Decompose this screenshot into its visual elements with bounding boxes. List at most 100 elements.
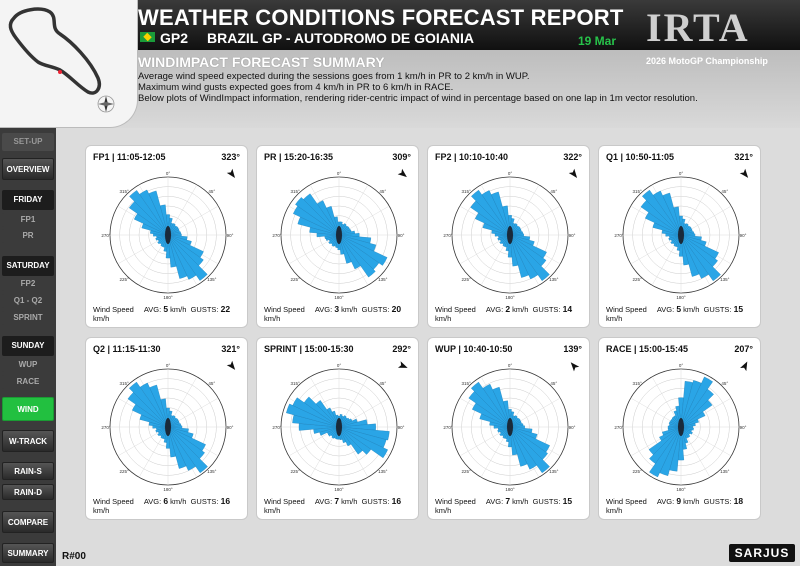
wind-rose-chart: 0° 45° 90° 135° 180° 225° 270° 315°	[443, 171, 575, 300]
rose-petal	[159, 204, 169, 236]
sidebar-item-race[interactable]: RACE	[2, 375, 54, 389]
compass-label: 45°	[208, 381, 215, 386]
rose-petal	[165, 426, 171, 449]
report-id: R#00	[62, 551, 86, 562]
rose-petal	[165, 234, 171, 259]
sidebar-item-fp1[interactable]: FP1	[2, 213, 54, 227]
sidebar-item-q1-q2[interactable]: Q1 - Q2	[2, 294, 54, 308]
sidebar-item-w-track[interactable]: W-TRACK	[2, 430, 54, 452]
compass-label: 270°	[101, 233, 111, 238]
rose-petal	[649, 426, 682, 464]
rose-petal	[338, 234, 352, 264]
wind-arrow-icon	[397, 168, 407, 178]
gusts-value: 22	[220, 304, 231, 314]
compass-label: 135°	[549, 277, 559, 282]
compass-label: 90°	[398, 425, 405, 430]
compass-label: 0°	[679, 363, 684, 368]
compass-label: 180°	[163, 295, 173, 300]
compass-label: 180°	[334, 487, 344, 492]
compass-label: 270°	[272, 233, 282, 238]
irta-logo: IRTA	[646, 5, 750, 50]
sidebar-item-wind[interactable]: WIND	[2, 397, 54, 421]
wind-speed-footer: Wind Speed AVG: 5 km/h GUSTS: 15 km/h	[606, 304, 760, 323]
sidebar-item-friday[interactable]: FRIDAY	[2, 190, 54, 210]
sidebar-item-rain-d[interactable]: RAIN-D	[2, 484, 54, 500]
rose-petal	[292, 397, 340, 428]
compass-label: 315°	[291, 381, 301, 386]
rose-petal	[492, 386, 511, 428]
rose-petal	[338, 234, 376, 278]
unit-label: km/h	[512, 305, 529, 314]
rose-petal	[167, 426, 196, 471]
rider-icon	[336, 226, 342, 244]
unit-label: km/h	[341, 497, 358, 506]
panel-title: RACE | 15:00-15:45	[606, 344, 689, 354]
compass-label: 135°	[549, 469, 559, 474]
rose-petal	[502, 205, 511, 236]
compass-label: 270°	[101, 425, 111, 430]
wind-speed-footer: Wind Speed AVG: 2 km/h GUSTS: 14 km/h	[435, 304, 589, 323]
gusts-label: GUSTS:	[190, 497, 219, 506]
rose-petal	[641, 189, 682, 236]
avg-label: AVG:	[314, 497, 333, 506]
compass-label: 315°	[291, 189, 301, 194]
gusts-label: GUSTS:	[532, 305, 561, 314]
rose-petal	[167, 234, 208, 281]
sidebar-item-set-up[interactable]: SET-UP	[2, 133, 54, 151]
report-title: WEATHER CONDITIONS FORECAST REPORT	[138, 5, 624, 30]
compass-label: 135°	[720, 469, 730, 474]
compass-label: 135°	[378, 469, 388, 474]
wind-direction-value: 207°	[734, 344, 753, 354]
wind-speed-footer: Wind Speed AVG: 5 km/h GUSTS: 22 km/h	[93, 304, 247, 323]
sidebar-item-summary[interactable]: SUMMARY	[2, 543, 54, 563]
compass-label: 0°	[337, 363, 342, 368]
compass-label: 90°	[569, 425, 576, 430]
wind-rose-chart: 0° 45° 90° 135° 180° 225° 270° 315°	[272, 363, 405, 492]
sidebar-item-pr[interactable]: PR	[2, 229, 54, 243]
rose-petal	[497, 426, 511, 433]
rose-petal	[662, 426, 682, 436]
sidebar-item-compare[interactable]: COMPARE	[2, 511, 54, 533]
sidebar-item-saturday[interactable]: SATURDAY	[2, 256, 54, 276]
compass-label: 180°	[676, 487, 686, 492]
compass-label: 270°	[272, 425, 282, 430]
wind-arrow-icon	[739, 168, 749, 178]
compass-label: 180°	[334, 295, 344, 300]
rider-icon	[678, 226, 684, 244]
gusts-value: 18	[733, 496, 744, 506]
rose-petal	[680, 234, 721, 282]
section-title: WINDIMPACT FORECAST SUMMARY	[138, 54, 385, 70]
wind-rose-chart: 0° 45° 90° 135° 180° 225° 270° 315°	[614, 363, 746, 492]
panel-title: Q2 | 11:15-11:30	[93, 344, 161, 354]
wind-panel: FP2 | 10:10-10:40 322° Wind Speed AVG: 2 km…	[427, 145, 590, 328]
compass-label: 90°	[398, 233, 405, 238]
sidebar-item-sunday[interactable]: SUNDAY	[2, 336, 54, 356]
gusts-value: 16	[391, 496, 402, 506]
unit-label: km/h	[264, 314, 281, 323]
compass-label: 315°	[633, 381, 643, 386]
sidebar-item-rain-s[interactable]: RAIN-S	[2, 462, 54, 480]
rose-petal	[286, 403, 340, 428]
compass-label: 270°	[614, 425, 624, 430]
avg-label: AVG:	[143, 305, 162, 314]
sidebar-item-overview[interactable]: OVERVIEW	[2, 158, 54, 180]
rose-petal	[667, 425, 682, 429]
sidebar-item-wup[interactable]: WUP	[2, 358, 54, 372]
wind-direction-value: 322°	[563, 152, 582, 162]
rose-petal	[509, 426, 528, 467]
avg-label: AVG:	[485, 497, 504, 506]
compass-label: 315°	[120, 381, 130, 386]
wind-speed-label: Wind Speed	[93, 305, 134, 314]
unit-label: km/h	[606, 314, 623, 323]
rose-petal	[167, 234, 188, 279]
sidebar-item-fp2[interactable]: FP2	[2, 277, 54, 291]
gusts-value: 14	[562, 304, 573, 314]
compass-label: 45°	[721, 189, 728, 194]
compass-label: 135°	[207, 469, 217, 474]
footer-brand-logo: SARJUS	[729, 544, 795, 562]
compass-label: 270°	[614, 233, 624, 238]
rose-petal	[303, 396, 340, 428]
sidebar-item-sprint[interactable]: SPRINT	[2, 311, 54, 325]
wind-speed-label: Wind Speed	[435, 305, 476, 314]
compass-label: 0°	[679, 171, 684, 176]
